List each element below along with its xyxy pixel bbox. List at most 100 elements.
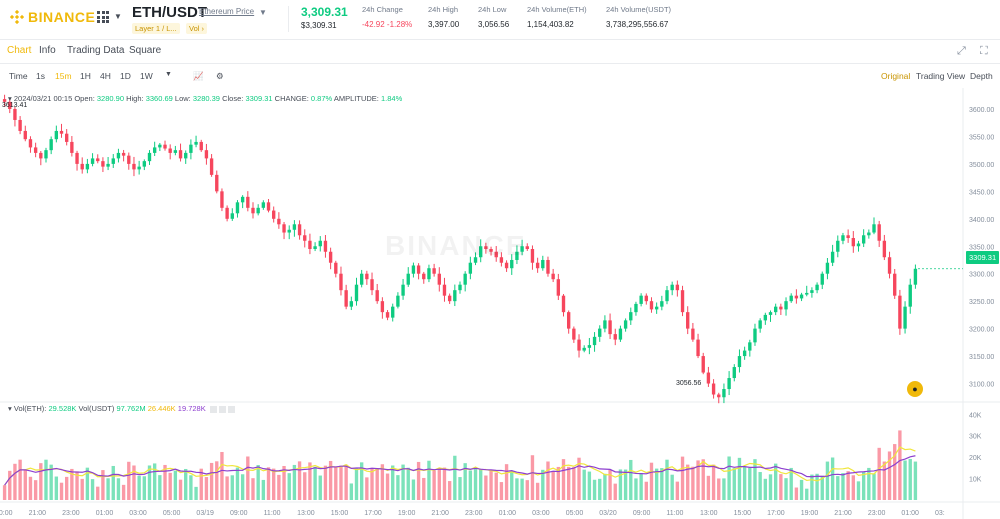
volume-bar bbox=[277, 474, 281, 500]
candle bbox=[359, 273, 364, 285]
volume-bar bbox=[592, 479, 597, 500]
interval-1w[interactable]: 1W bbox=[140, 71, 153, 81]
candle bbox=[572, 328, 576, 340]
tag-layer[interactable]: Layer 1 / L... bbox=[132, 23, 180, 34]
volume-bar bbox=[28, 476, 33, 500]
candle bbox=[504, 262, 509, 269]
candle bbox=[163, 144, 167, 149]
tab-trading-data[interactable]: Trading Data bbox=[67, 45, 125, 56]
ma10-line bbox=[4, 455, 916, 486]
candle bbox=[396, 295, 400, 307]
view-trading-view[interactable]: Trading View bbox=[916, 71, 966, 81]
price-tick-label: 3350.00 bbox=[969, 244, 994, 251]
candle bbox=[121, 152, 126, 156]
candle bbox=[432, 268, 436, 274]
tab-chart[interactable]: Chart bbox=[7, 45, 32, 56]
candle bbox=[473, 257, 478, 263]
interval-4h[interactable]: 4H bbox=[100, 71, 111, 81]
candle bbox=[784, 301, 788, 310]
settings-square-icon[interactable] bbox=[209, 405, 217, 413]
volume-bar bbox=[173, 470, 178, 500]
stat-label: 24h Volume(USDT) bbox=[606, 5, 672, 14]
candle bbox=[416, 265, 421, 274]
candle bbox=[18, 119, 22, 131]
volume-bar bbox=[385, 473, 390, 500]
interval-1h[interactable]: 1H bbox=[80, 71, 91, 81]
tab-square[interactable]: Square bbox=[129, 45, 162, 56]
volume-bar bbox=[96, 486, 100, 500]
interval-15m[interactable]: 15m bbox=[55, 71, 72, 81]
interval-1s[interactable]: 1s bbox=[36, 71, 45, 81]
volume-bar bbox=[830, 457, 835, 500]
time-tick-label: 01:00 bbox=[96, 510, 114, 517]
volume-bar bbox=[344, 464, 348, 500]
ohlc-caret-icon[interactable]: ▾ bbox=[8, 94, 12, 103]
pair-dropdown-icon[interactable]: ▼ bbox=[259, 8, 267, 17]
volume-bar bbox=[732, 468, 736, 500]
tag-vol[interactable]: Vol › bbox=[186, 23, 208, 34]
volume-bar bbox=[872, 473, 876, 500]
candle bbox=[908, 284, 912, 307]
candle bbox=[598, 328, 602, 337]
volume-bar bbox=[913, 461, 918, 500]
tab-info[interactable]: Info bbox=[39, 45, 56, 56]
candle bbox=[768, 312, 773, 315]
volume-bar bbox=[768, 474, 773, 500]
candle bbox=[385, 312, 390, 318]
candle bbox=[318, 240, 322, 247]
volume-bar bbox=[220, 451, 224, 500]
time-tick-label: 03: bbox=[935, 510, 945, 517]
volume-bar bbox=[587, 471, 592, 500]
price-chart[interactable]: 3600.00 3550.00 3500.00 3450.00 3400.00 3350.… bbox=[0, 88, 1000, 519]
volume-bar bbox=[194, 486, 198, 500]
view-original[interactable]: Original bbox=[881, 71, 911, 81]
vol-ma5: 26.446K bbox=[147, 404, 176, 413]
volume-bar bbox=[90, 479, 95, 500]
pair-info-link[interactable]: Ethereum Price bbox=[199, 7, 255, 16]
candle bbox=[484, 246, 488, 249]
volume-bar bbox=[334, 466, 338, 500]
interval-1d[interactable]: 1D bbox=[120, 71, 131, 81]
time-tick-label: 19:00 bbox=[398, 510, 416, 517]
settings-gear-icon[interactable]: ⚙ bbox=[216, 71, 224, 81]
eye-square-icon[interactable] bbox=[218, 405, 226, 413]
volume-bar bbox=[711, 464, 716, 500]
ohlc-date: 2024/03/21 00:15 bbox=[13, 94, 73, 103]
apps-caret-icon[interactable]: ▼ bbox=[114, 12, 122, 21]
ohlc-high: 3360.69 bbox=[145, 94, 173, 103]
candle bbox=[613, 334, 617, 340]
candle bbox=[209, 158, 214, 175]
volume-bar bbox=[810, 474, 814, 500]
ohlc-close: 3309.31 bbox=[245, 94, 273, 103]
volume-bar bbox=[644, 481, 648, 500]
candle bbox=[256, 207, 260, 214]
time-tick-label: 13:00 bbox=[297, 510, 315, 517]
candle bbox=[742, 350, 747, 357]
expand-icon[interactable]: ⤢ bbox=[957, 45, 966, 57]
candle bbox=[23, 130, 27, 140]
interval-more-icon[interactable]: ▼ bbox=[165, 71, 172, 78]
close-square-icon[interactable] bbox=[227, 405, 235, 413]
binance-logo[interactable]: BINANCE bbox=[10, 9, 95, 25]
fullscreen-icon[interactable]: ⛶ bbox=[980, 45, 988, 57]
volume-bar bbox=[396, 475, 400, 500]
candle bbox=[147, 152, 152, 162]
volume-bar bbox=[784, 478, 788, 500]
indicator-icon[interactable]: 📈 bbox=[193, 71, 204, 81]
volume-bar bbox=[479, 469, 483, 500]
candle bbox=[515, 251, 519, 260]
interval-time[interactable]: Time bbox=[9, 71, 28, 81]
candle bbox=[701, 356, 705, 373]
watermark-logo: BINANCE bbox=[385, 230, 527, 261]
view-depth[interactable]: Depth bbox=[970, 71, 993, 81]
candle bbox=[686, 312, 690, 329]
apps-grid-icon[interactable] bbox=[97, 11, 109, 23]
volume-caret-icon[interactable]: ▾ bbox=[8, 404, 12, 413]
candle bbox=[887, 257, 892, 274]
volume-bar bbox=[158, 475, 162, 500]
candle bbox=[794, 295, 799, 299]
volume-bar bbox=[303, 472, 307, 500]
bot-assistant-icon[interactable]: ● bbox=[907, 381, 923, 397]
candle bbox=[173, 150, 178, 153]
price-tick-label: 3250.00 bbox=[969, 299, 994, 306]
